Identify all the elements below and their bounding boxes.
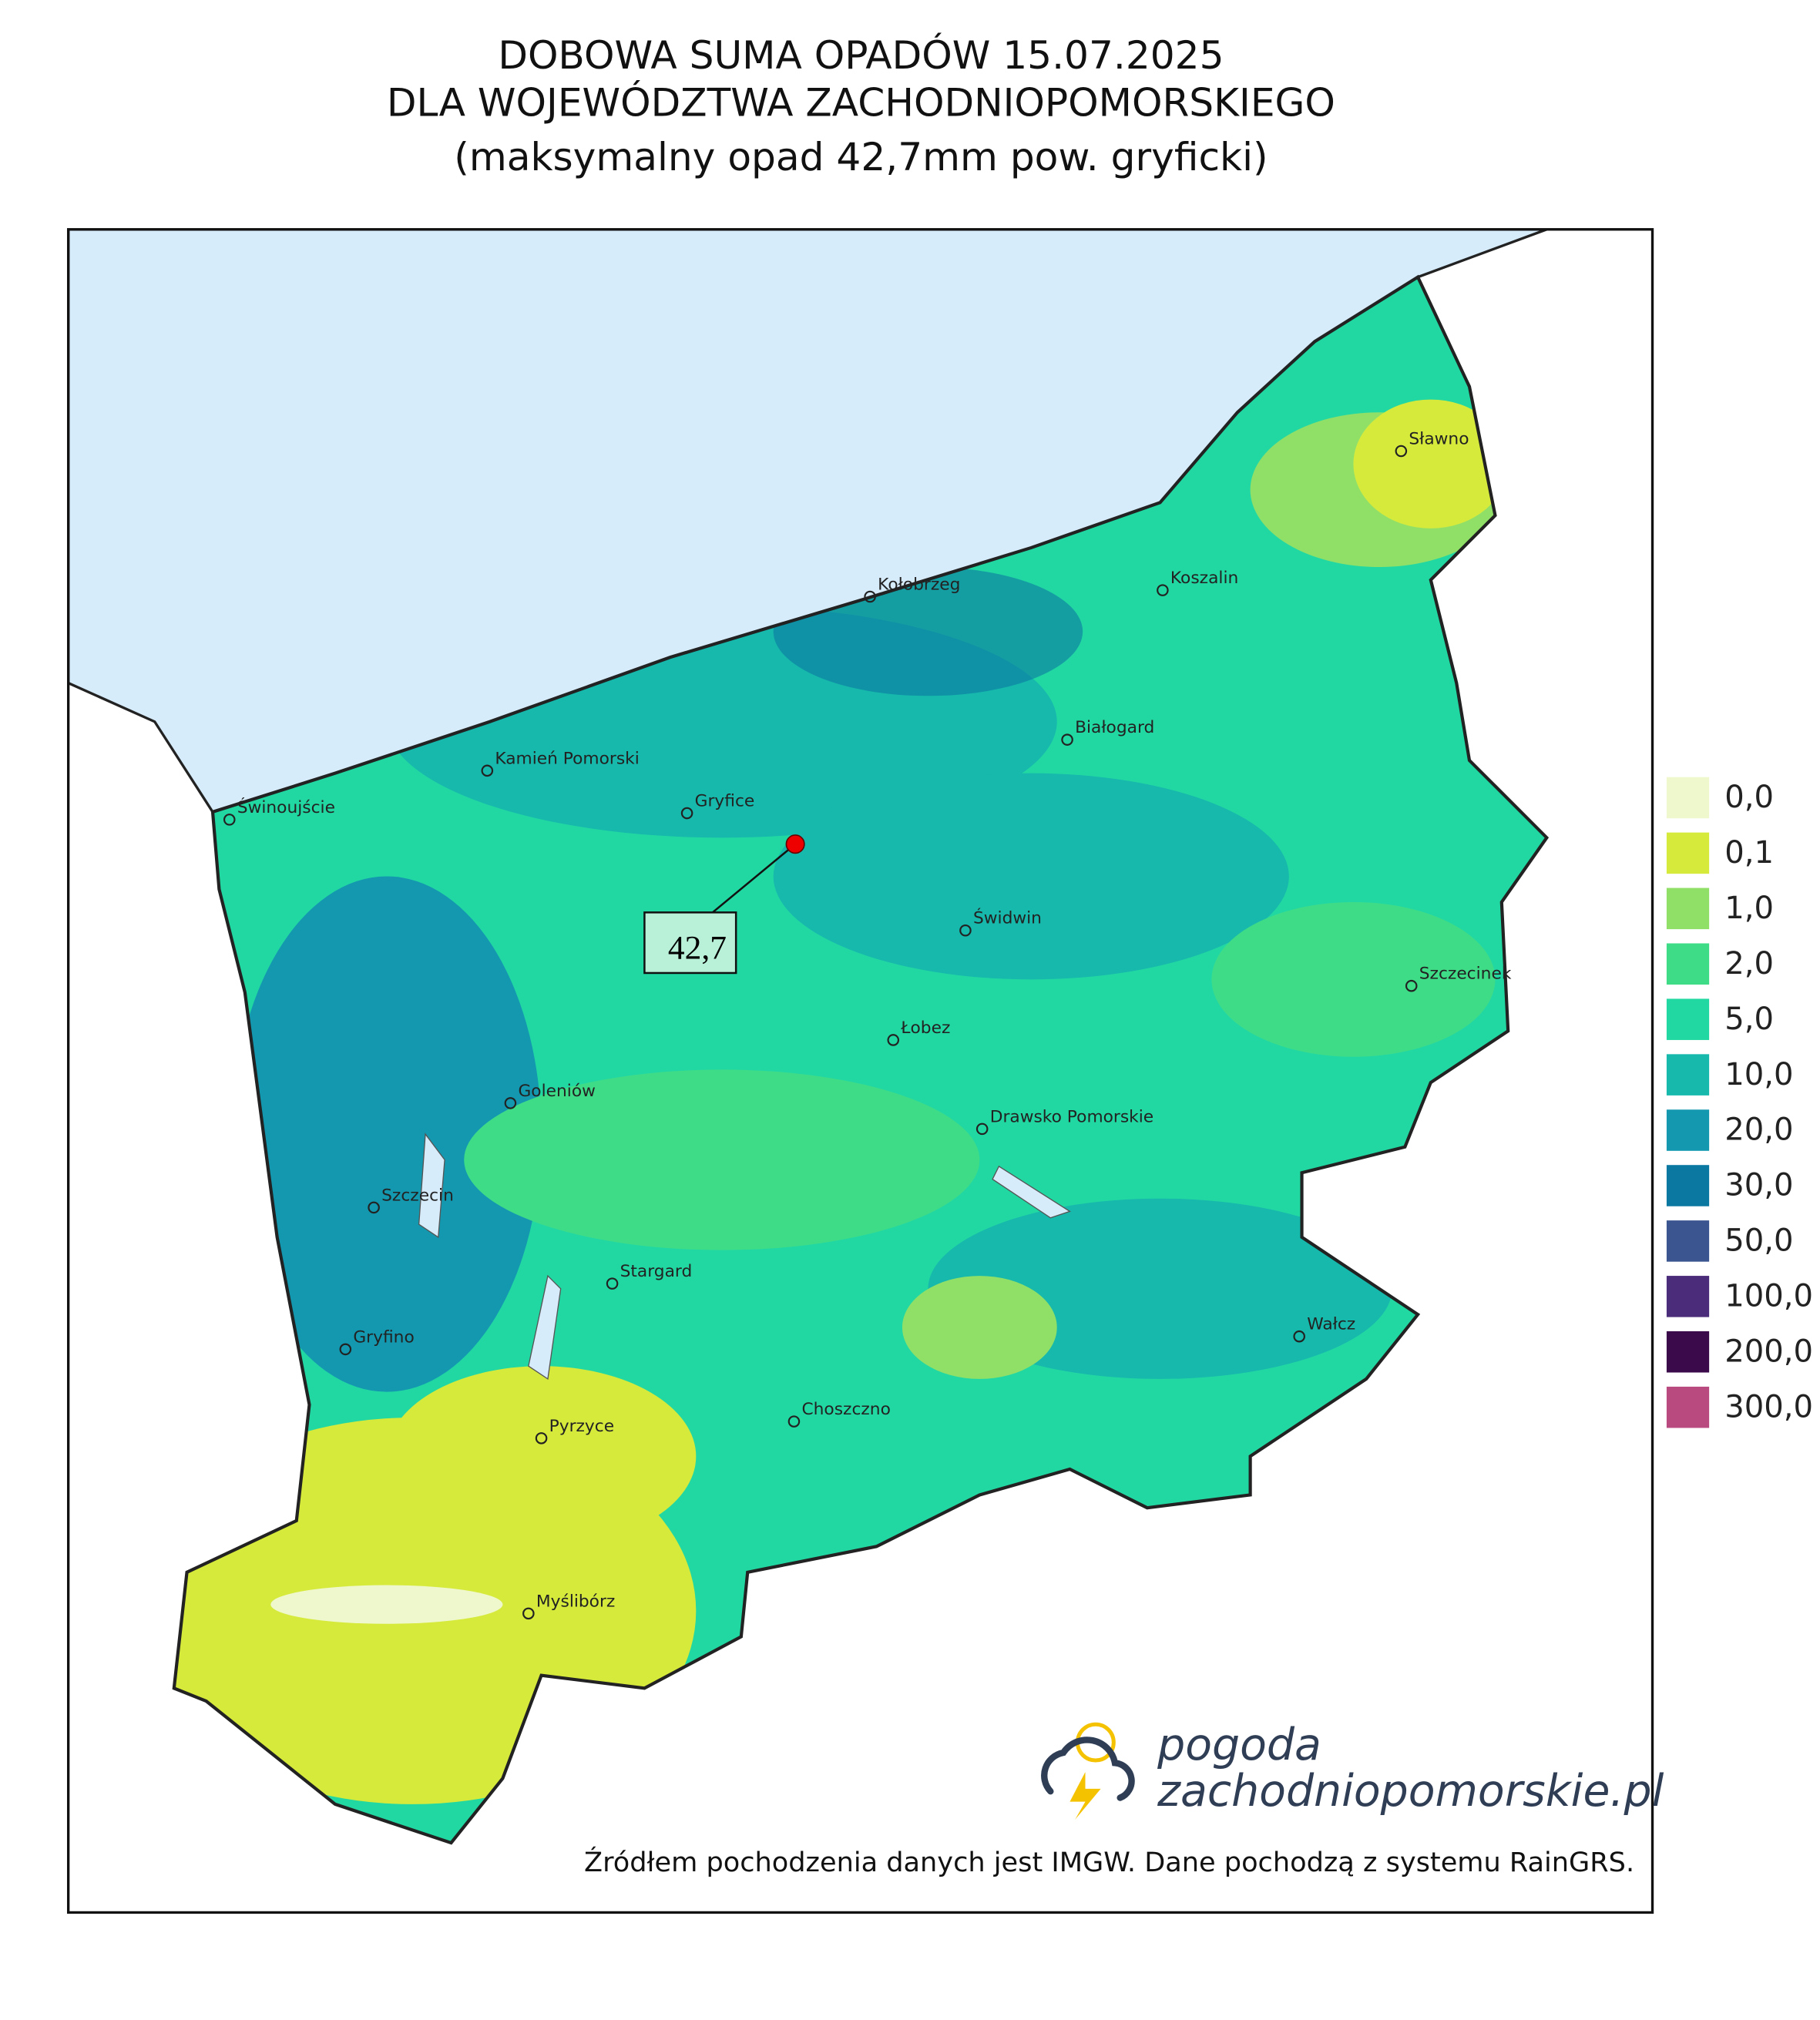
max-leader <box>705 843 796 919</box>
legend-label: 2,0 <box>1724 946 1774 981</box>
region-border <box>172 274 1550 1845</box>
legend-label: 100,0 <box>1724 1279 1813 1314</box>
logo-bolt <box>1070 1772 1101 1820</box>
legend-label: 200,0 <box>1724 1334 1813 1369</box>
legend-label: 10,0 <box>1724 1057 1793 1092</box>
max-label: 42,7 <box>668 930 727 967</box>
legend-label: 1,0 <box>1724 891 1774 926</box>
city-marker <box>504 1097 517 1109</box>
title-line: DLA WOJEWÓDZTWA ZACHODNIOPOMORSKIEGO <box>387 80 1335 126</box>
city-marker <box>1395 445 1408 458</box>
city-label: Koszalin <box>1170 569 1238 588</box>
legend-label: 0,1 <box>1724 835 1774 871</box>
max-box <box>643 911 737 975</box>
title-line: (maksymalny opad 42,7mm pow. gryficki) <box>454 134 1268 180</box>
legend-label: 50,0 <box>1724 1223 1793 1259</box>
city-marker <box>223 814 236 826</box>
legend-swatch <box>1666 1276 1710 1317</box>
city-marker <box>887 1034 900 1046</box>
legend-swatch <box>1666 888 1710 930</box>
lakes <box>418 1132 1071 1381</box>
city-marker <box>1061 733 1073 746</box>
city-marker <box>606 1277 619 1290</box>
city-label: Pyrzyce <box>549 1417 615 1436</box>
city-label: Łobez <box>900 1018 950 1038</box>
legend-swatch <box>1666 1220 1710 1262</box>
city-marker <box>1157 584 1169 596</box>
title-line: DOBOWA SUMA OPADÓW 15.07.2025 <box>498 32 1224 78</box>
logo-line: zachodniopomorskie.pl <box>1157 1766 1664 1817</box>
map-frame-content <box>68 229 1653 1913</box>
city-label: Świnoujście <box>237 797 335 817</box>
city-marker <box>864 590 876 603</box>
legend-swatch <box>1666 1054 1710 1096</box>
legend-swatch <box>1666 1386 1710 1428</box>
city-marker <box>1293 1330 1305 1343</box>
city-label: Szczecinek <box>1419 965 1512 984</box>
city-label: Białogard <box>1075 718 1154 737</box>
legend-swatch <box>1666 998 1710 1040</box>
legend-label: 300,0 <box>1724 1389 1813 1424</box>
legend-label: 20,0 <box>1724 1112 1793 1148</box>
city-label: Myślibórz <box>536 1592 615 1611</box>
city-label: Sławno <box>1409 429 1469 448</box>
city-label: Kamień Pomorski <box>495 749 639 768</box>
city-label: Szczecin <box>381 1186 454 1205</box>
logo-line: pogoda <box>1157 1720 1321 1770</box>
source-note: Źródłem pochodzenia danych jest IMGW. Da… <box>584 1846 1634 1878</box>
city-label: Stargard <box>620 1262 693 1281</box>
legend-swatch <box>1666 1165 1710 1206</box>
city-label: Gryfice <box>695 791 755 810</box>
city-marker <box>368 1201 380 1214</box>
legend-label: 30,0 <box>1724 1168 1793 1203</box>
city-label: Choszczno <box>801 1400 890 1419</box>
city-marker <box>522 1607 535 1620</box>
logo-cloud <box>1041 1736 1135 1801</box>
city-marker <box>1405 979 1418 992</box>
map-frame <box>66 228 1654 1914</box>
legend-swatch <box>1666 777 1710 819</box>
city-marker <box>959 924 972 937</box>
city-label: Kołobrzeg <box>878 575 960 594</box>
city-marker <box>975 1122 989 1136</box>
city-label: Wałcz <box>1307 1315 1355 1334</box>
city-marker <box>680 807 693 820</box>
city-label: Goleniów <box>518 1082 595 1101</box>
city-marker <box>481 764 494 777</box>
legend-swatch <box>1666 832 1710 874</box>
max-point <box>785 834 805 854</box>
legend-label: 0,0 <box>1724 780 1774 815</box>
legend-label: 5,0 <box>1724 1002 1774 1037</box>
legend-swatch <box>1666 1109 1710 1151</box>
city-label: Gryfino <box>353 1327 414 1347</box>
city-marker <box>787 1415 801 1428</box>
city-label: Drawsko Pomorskie <box>990 1107 1153 1126</box>
legend-swatch <box>1666 943 1710 985</box>
city-marker <box>535 1432 548 1445</box>
city-label: Świdwin <box>973 908 1042 928</box>
legend-swatch <box>1666 1331 1710 1373</box>
city-marker <box>339 1343 352 1356</box>
